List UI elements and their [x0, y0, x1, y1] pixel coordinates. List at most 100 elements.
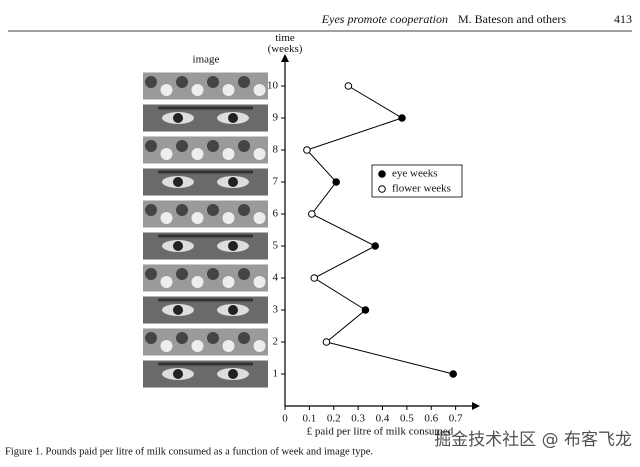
point: [308, 210, 316, 218]
x-tick-label: 0.3: [351, 413, 365, 425]
flower: [207, 76, 219, 88]
x-tick-label: 0.4: [376, 413, 390, 425]
eye-iris: [228, 369, 238, 379]
flower: [222, 84, 235, 96]
flower: [191, 340, 204, 352]
x-axis-label: £ paid per litre of milk consumed: [307, 426, 454, 438]
image-label: image: [193, 54, 220, 66]
y-tick-label: 9: [273, 112, 279, 124]
flower: [238, 332, 250, 344]
x-tick-label: 0.7: [449, 413, 463, 425]
y-arrow: [281, 54, 289, 62]
x-tick-label: 0.6: [424, 413, 438, 425]
legend-label: flower weeks: [392, 183, 451, 195]
eye-iris: [173, 113, 183, 123]
eye-iris: [173, 369, 183, 379]
page-number: 413: [614, 12, 632, 26]
image-strip: [143, 136, 268, 164]
eye-iris: [173, 177, 183, 187]
flower: [160, 84, 173, 96]
brow: [158, 234, 253, 238]
flower: [222, 340, 235, 352]
y-tick-label: 10: [267, 80, 279, 92]
y-tick-label: 3: [273, 304, 279, 316]
flower: [238, 140, 250, 152]
point: [344, 82, 353, 90]
y-tick-label: 8: [273, 144, 279, 156]
flower: [176, 332, 188, 344]
y-tick-label: 1: [273, 368, 279, 380]
flower: [222, 148, 235, 160]
connecting-line: [306, 85, 454, 375]
eye-iris: [173, 305, 183, 315]
flower: [253, 276, 266, 288]
flower: [253, 84, 266, 96]
eye-iris: [228, 305, 238, 315]
flower: [176, 268, 188, 280]
y-axis-label: time (weeks): [268, 32, 303, 55]
eye-iris: [228, 177, 238, 187]
y-tick-label: 2: [273, 336, 279, 348]
legend-label: eye weeks: [392, 168, 438, 180]
flower: [191, 84, 204, 96]
point: [361, 306, 370, 314]
point: [322, 338, 331, 346]
brow: [158, 170, 253, 174]
brow: [158, 106, 253, 110]
flower: [222, 276, 235, 288]
y-tick-label: 6: [273, 208, 279, 220]
flower: [176, 204, 188, 216]
point: [371, 242, 379, 250]
image-strips: [143, 72, 268, 388]
y-tick-label: 4: [273, 272, 279, 284]
x-tick-label: 0.1: [303, 413, 317, 425]
image-strip: [143, 328, 268, 356]
flower: [238, 76, 250, 88]
eye-iris: [228, 241, 238, 251]
flower: [207, 268, 219, 280]
flower: [238, 204, 250, 216]
image-strip: [143, 264, 268, 292]
flower: [176, 140, 188, 152]
flower: [145, 204, 157, 216]
flower: [207, 332, 219, 344]
x-tick-label: 0.5: [400, 413, 414, 425]
flower: [145, 76, 157, 88]
flower: [145, 140, 157, 152]
flower: [207, 204, 219, 216]
flower: [253, 148, 266, 160]
flower: [222, 212, 235, 224]
flower: [145, 268, 157, 280]
flower: [145, 332, 157, 344]
y-tick-label: 5: [273, 240, 279, 252]
flower: [191, 148, 204, 160]
point: [332, 178, 340, 186]
authors: M. Bateson and others: [458, 12, 566, 26]
eye-iris: [173, 241, 183, 251]
flower: [160, 148, 173, 160]
flower: [253, 340, 266, 352]
image-strip: [143, 72, 268, 100]
x-tick-label: 0: [282, 413, 288, 425]
flower: [253, 212, 266, 224]
y-tick-label: 7: [273, 176, 279, 188]
flower: [207, 140, 219, 152]
legend-marker: [378, 185, 386, 193]
caption: Figure 1. Pounds paid per litre of milk …: [5, 446, 373, 457]
flower: [160, 212, 173, 224]
image-strip: [143, 200, 268, 228]
watermark: 掘金技术社区 @ 布客飞龙: [434, 430, 632, 450]
eye-iris: [228, 113, 238, 123]
point: [398, 114, 406, 122]
flower: [160, 276, 173, 288]
flower: [176, 76, 188, 88]
brow: [158, 298, 253, 302]
running-title: Eyes promote cooperation: [321, 12, 448, 26]
point: [449, 370, 457, 378]
brow: [158, 362, 253, 366]
flower: [191, 212, 204, 224]
legend-box: [371, 164, 463, 198]
point: [303, 146, 311, 154]
x-tick-label: 0.2: [327, 413, 341, 425]
